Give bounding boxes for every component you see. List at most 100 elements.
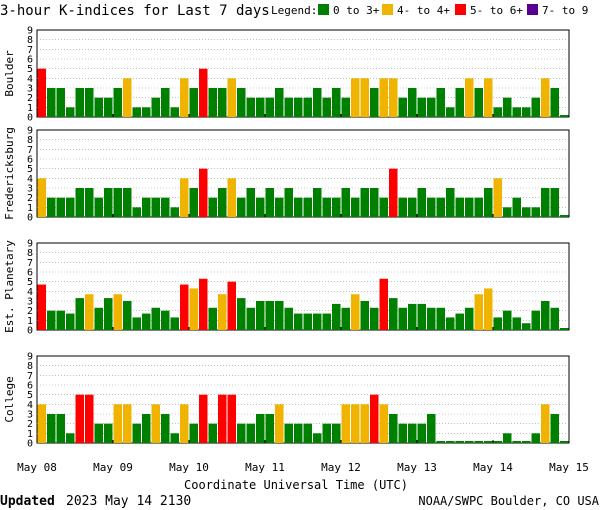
k-index-bar: [427, 197, 436, 217]
k-index-bar: [332, 88, 341, 117]
k-index-bar: [66, 433, 75, 443]
y-tick-label: 9: [27, 26, 33, 37]
k-index-bar: [313, 433, 322, 443]
k-index-bar: [284, 97, 293, 117]
y-tick-label: 3: [27, 84, 33, 95]
k-index-bar: [227, 78, 236, 117]
k-index-bar: [408, 88, 417, 117]
chart-title: 3-hour K-indices for Last 7 days: [0, 3, 270, 19]
k-index-bar: [294, 97, 303, 117]
k-index-bar: [303, 197, 312, 217]
y-tick-label: 0: [27, 439, 33, 450]
k-index-bar: [47, 310, 56, 330]
k-index-bar: [522, 441, 531, 443]
k-index-bar: [170, 317, 179, 330]
x-tick-label: May 08: [17, 461, 57, 474]
k-index-bar: [474, 197, 483, 217]
k-index-bar: [455, 313, 464, 330]
x-tick-label: May 13: [397, 461, 437, 474]
k-index-bar: [503, 433, 512, 443]
k-index-bar: [512, 317, 521, 330]
k-index-bar: [85, 294, 94, 330]
y-tick-label: 3: [27, 410, 33, 421]
k-index-bar: [446, 441, 455, 443]
k-index-bar: [94, 423, 103, 443]
y-tick-label: 2: [27, 419, 33, 430]
k-index-bar: [484, 288, 493, 330]
k-index-bar: [113, 404, 122, 443]
k-index-bar: [332, 303, 341, 330]
y-tick-label: 4: [27, 400, 33, 411]
k-index-bar: [474, 441, 483, 443]
k-index-bar: [56, 414, 65, 443]
k-index-bar: [313, 313, 322, 330]
k-index-bar: [199, 168, 208, 217]
k-index-bar: [322, 423, 331, 443]
y-tick-label: 8: [27, 35, 33, 46]
k-index-bar: [360, 78, 369, 117]
k-index-bar: [265, 188, 274, 217]
y-tick-label: 8: [27, 135, 33, 146]
k-index-bar: [208, 423, 217, 443]
k-index-bar: [341, 404, 350, 443]
y-tick-label: 3: [27, 297, 33, 308]
k-index-bar: [151, 404, 160, 443]
k-index-bar: [313, 88, 322, 117]
k-index-bar: [341, 307, 350, 330]
k-index-bar: [189, 423, 198, 443]
k-index-bar: [104, 97, 113, 117]
y-tick-label: 2: [27, 193, 33, 204]
k-index-bar: [379, 197, 388, 217]
k-index-bar: [246, 307, 255, 330]
y-axis-label: College: [3, 376, 16, 422]
k-index-bar: [199, 68, 208, 117]
k-index-bar: [303, 97, 312, 117]
k-index-bar: [275, 197, 284, 217]
k-index-bar: [379, 278, 388, 330]
y-tick-label: 4: [27, 74, 33, 85]
k-index-bar: [132, 423, 141, 443]
k-index-bar: [37, 178, 46, 217]
y-tick-label: 2: [27, 93, 33, 104]
k-index-bar: [142, 414, 151, 443]
k-index-bar: [427, 307, 436, 330]
k-index-bar: [208, 197, 217, 217]
k-index-bar: [237, 197, 246, 217]
y-tick-label: 6: [27, 55, 33, 66]
k-index-bar: [474, 294, 483, 330]
k-index-bar: [436, 307, 445, 330]
k-index-bar: [199, 394, 208, 443]
legend-title: Legend:: [271, 4, 317, 17]
y-tick-label: 1: [27, 316, 33, 327]
y-tick-label: 5: [27, 390, 33, 401]
k-index-bar: [47, 88, 56, 117]
y-tick-label: 5: [27, 64, 33, 75]
k-index-bar: [436, 88, 445, 117]
k-index-bar: [180, 178, 189, 217]
k-index-bar: [493, 441, 502, 443]
k-index-bar: [142, 313, 151, 330]
k-index-bar: [170, 207, 179, 217]
x-tick-label: May 15: [549, 461, 589, 474]
k-index-bar: [246, 423, 255, 443]
k-index-bar: [379, 404, 388, 443]
k-index-bar: [256, 414, 265, 443]
k-index-bar: [275, 404, 284, 443]
k-index-bar: [398, 97, 407, 117]
k-index-bar: [237, 88, 246, 117]
k-index-bar: [132, 107, 141, 117]
k-index-bar: [465, 307, 474, 330]
k-index-bar: [66, 107, 75, 117]
k-index-bar: [265, 414, 274, 443]
k-index-bar: [275, 88, 284, 117]
k-index-bar: [322, 97, 331, 117]
y-axis-label: Fredericksburg: [3, 127, 16, 220]
k-index-bar: [56, 310, 65, 330]
k-index-bar: [550, 307, 559, 330]
k-index-bar: [541, 301, 550, 330]
k-index-bar: [104, 188, 113, 217]
k-index-bar: [170, 433, 179, 443]
k-index-bar: [493, 178, 502, 217]
k-index-bar: [465, 441, 474, 443]
